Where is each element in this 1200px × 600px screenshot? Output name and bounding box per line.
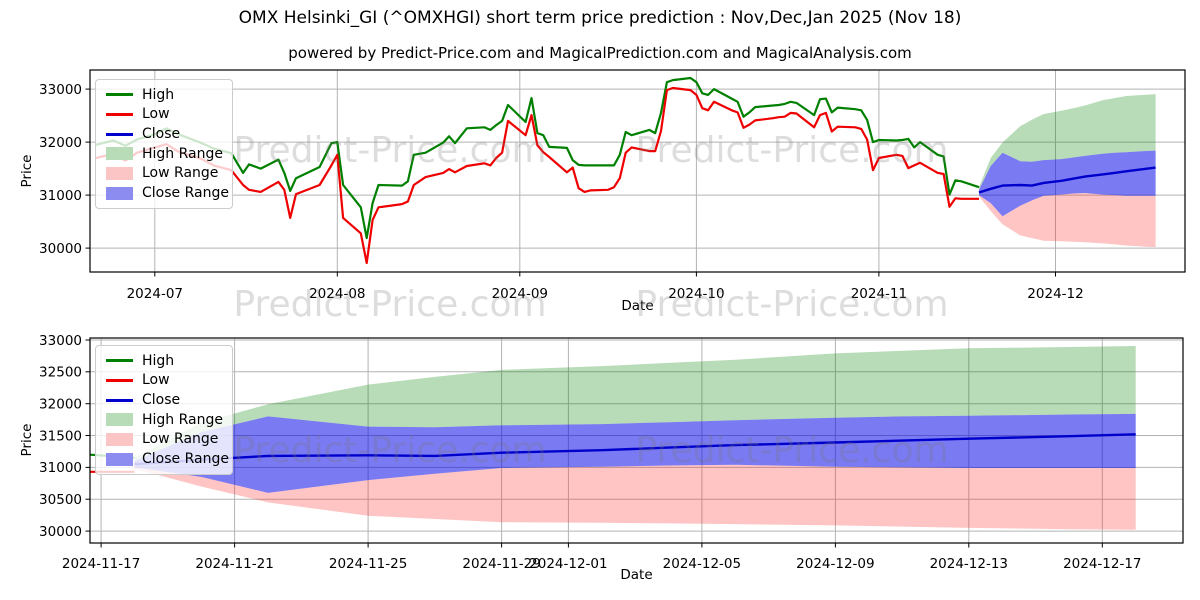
y-tick-label: 32000: [39, 135, 82, 151]
axes-frame: [89, 337, 1184, 544]
axes-frame: [89, 69, 1186, 273]
series-group: [90, 346, 1136, 530]
top-chart: 2024-07 2024-08 2024-09 2024-10 2024-11 2024-…: [19, 69, 1186, 314]
close-line: [134, 433, 1136, 466]
chart-title: OMX Helsinki_GI (^OMXHGI) short term pri…: [238, 8, 962, 28]
legend-item-close: Close: [106, 125, 222, 143]
bottom-chart: 2024-11-17 2024-11-21 2024-11-25 2024-11-29…: [19, 333, 1184, 583]
legend-line-swatch: [106, 398, 133, 402]
legend-item-label: Close: [142, 392, 181, 409]
legend-item-label: Close Range: [142, 185, 229, 202]
legend-item-label: Close: [142, 126, 181, 143]
x-tick-label: 2024-09: [492, 286, 548, 302]
legend-item-label: Low Range: [142, 165, 219, 182]
x-tick-label: 2024-11-25: [329, 556, 407, 572]
y-tick-label: 30500: [39, 492, 82, 508]
legend-patch-swatch: [106, 413, 133, 427]
legend-bottom-chart: High Low Close High Range Low Range Close Ran…: [95, 345, 233, 475]
date-axis-label: Date: [621, 298, 653, 314]
low-range-band: [134, 464, 1136, 530]
legend-patch-swatch: [106, 186, 133, 200]
x-tick-label: 2024-12-13: [930, 556, 1008, 572]
x-tick-label: 2024-12-17: [1063, 556, 1141, 572]
legend-item-label: High: [142, 86, 175, 103]
legend-item-label: High: [142, 352, 175, 369]
legend-line-swatch: [106, 93, 133, 97]
date-axis-label: Date: [620, 567, 652, 583]
series-group: [95, 76, 1156, 265]
legend-line-swatch: [106, 359, 133, 363]
x-tick-label: 2024-12: [1027, 286, 1083, 302]
close-line: [978, 166, 1156, 194]
x-tick-label: 2024-07: [127, 286, 183, 302]
watermark-text: Predict-Price.com: [635, 130, 948, 171]
legend-item-close-range: Close Range: [106, 184, 229, 202]
legend-patch-swatch: [106, 452, 133, 466]
legend-item-low-range: Low Range: [106, 430, 222, 448]
legend-line-swatch: [106, 132, 133, 136]
legend-item-close: Close: [106, 391, 222, 409]
y-tick-label: 32000: [39, 397, 82, 413]
x-tick-label: 2024-08: [309, 286, 365, 302]
legend-line-swatch: [106, 112, 133, 116]
legend-patch-swatch: [106, 166, 133, 180]
watermark-text: Predict-Price.com: [233, 284, 546, 325]
price-axis-label: Price: [19, 155, 35, 188]
legend-item-high-range: High Range: [106, 411, 223, 429]
high-range-band: [979, 94, 1156, 190]
low-range-band: [979, 193, 1156, 248]
x-tick-label: 2024-10: [668, 286, 724, 302]
watermark-text: Predict-Price.com: [635, 430, 948, 471]
x-tick-label: 2024-11-17: [62, 556, 140, 572]
watermark-text: Predict-Price.com: [233, 130, 546, 171]
price-axis-label: Price: [19, 424, 35, 457]
close-range-band: [134, 413, 1136, 493]
legend-item-label: Low Range: [142, 431, 219, 448]
legend-patch-swatch: [106, 147, 133, 161]
legend-item-low-range: Low Range: [106, 164, 222, 182]
legend-item-label: Close Range: [142, 451, 229, 468]
legend-item-high-range: High Range: [106, 145, 223, 163]
low-line: [95, 86, 979, 265]
x-tick-label: 2024-11-21: [195, 556, 273, 572]
legend-item-low: Low: [106, 105, 222, 123]
legend-patch-swatch: [106, 432, 133, 446]
close-range-band: [979, 150, 1156, 217]
x-tick-label: 2024-11: [851, 286, 907, 302]
y-tick-label: 31000: [39, 460, 82, 476]
y-tick-label: 31000: [39, 188, 82, 204]
watermark-text: Predict-Price.com: [233, 430, 546, 471]
legend-item-high: High: [106, 352, 222, 370]
x-tick-label: 2024-12-01: [529, 556, 607, 572]
y-tick-label: 30000: [39, 241, 82, 257]
high-range-band: [134, 346, 1136, 461]
chart-subtitle: powered by Predict-Price.com and Magical…: [288, 44, 912, 62]
x-tick-label: 2024-12-09: [796, 556, 874, 572]
y-tick-label: 32500: [39, 365, 82, 381]
legend-item-close-range: Close Range: [106, 450, 229, 468]
x-tick-label: 2024-12-05: [663, 556, 741, 572]
high-line: [95, 76, 980, 240]
legend-item-high: High: [106, 86, 222, 104]
watermark-text: Predict-Price.com: [635, 284, 948, 325]
legend-top-chart: High Low Close High Range Low Range Close Ran…: [95, 79, 233, 209]
y-tick-label: 30000: [39, 524, 82, 540]
legend-item-low: Low: [106, 371, 222, 389]
x-tick-label: 2024-11-29: [462, 556, 540, 572]
y-tick-label: 31500: [39, 428, 82, 444]
legend-item-label: High Range: [142, 411, 223, 428]
legend-item-label: Low: [142, 106, 170, 123]
legend-item-label: High Range: [142, 145, 223, 162]
y-tick-label: 33000: [39, 333, 82, 349]
legend-item-label: Low: [142, 372, 170, 389]
legend-line-swatch: [106, 378, 133, 382]
y-tick-label: 33000: [39, 82, 82, 98]
